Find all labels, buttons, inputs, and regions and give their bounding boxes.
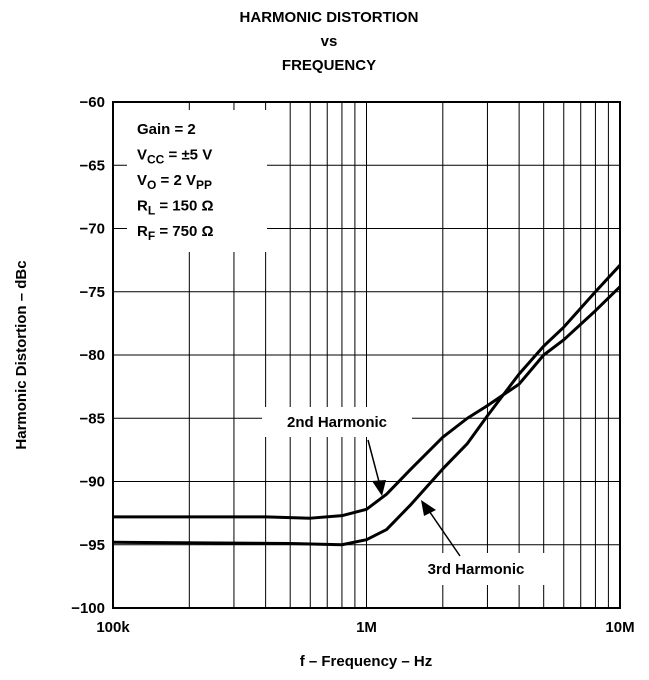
y-tick-label: −100 xyxy=(71,600,105,617)
condition-text: R xyxy=(137,223,148,240)
condition-text: = ±5 V xyxy=(164,147,212,164)
y-tick-label: −80 xyxy=(80,347,105,364)
series-line xyxy=(112,264,622,547)
arrow-head xyxy=(372,480,386,496)
y-tick-label: −95 xyxy=(80,537,105,554)
x-tick-label: 10M xyxy=(605,619,634,636)
series-label: 2nd Harmonic xyxy=(287,414,387,431)
chart-title: vs xyxy=(321,33,338,50)
x-tick-label: 1M xyxy=(356,619,377,636)
condition-text: Gain = 2 xyxy=(137,121,196,138)
y-tick-label: −60 xyxy=(80,94,105,111)
condition: RF = 750 Ω xyxy=(137,223,214,243)
condition: RL = 150 Ω xyxy=(137,198,214,218)
series-label: 3rd Harmonic xyxy=(428,561,525,578)
condition-text: = 2 V xyxy=(156,172,196,189)
series-line xyxy=(113,285,622,520)
subscript: PP xyxy=(196,178,212,192)
y-axis-label: Harmonic Distortion – dBc xyxy=(13,260,30,449)
label-box xyxy=(262,407,412,437)
chart-title: FREQUENCY xyxy=(282,57,376,74)
condition: VO = 2 VPP xyxy=(137,172,212,192)
y-tick-label: −90 xyxy=(80,474,105,491)
condition-text: = 750 Ω xyxy=(155,223,213,240)
y-tick-label: −75 xyxy=(80,284,105,301)
condition-text: V xyxy=(137,147,147,164)
y-tick-label: −70 xyxy=(80,221,105,238)
subscript: O xyxy=(147,178,156,192)
subscript: F xyxy=(148,229,155,243)
label-box xyxy=(404,553,548,585)
arrow-head xyxy=(421,500,436,516)
condition-text: R xyxy=(137,198,148,215)
arrow xyxy=(424,504,461,557)
conditions-box xyxy=(127,110,267,252)
y-tick-label: −65 xyxy=(80,157,105,174)
chart-title: HARMONIC DISTORTION xyxy=(240,9,419,26)
x-axis-label: f – Frequency – Hz xyxy=(300,653,433,670)
condition-text: = 150 Ω xyxy=(155,198,213,215)
plot-frame xyxy=(112,101,621,609)
x-tick-label: 100k xyxy=(96,619,130,636)
condition: VCC = ±5 V xyxy=(137,147,212,167)
condition: Gain = 2 xyxy=(137,121,196,138)
condition-text: V xyxy=(137,172,147,189)
subscript: L xyxy=(148,204,155,218)
y-tick-label: −85 xyxy=(80,410,105,427)
subscript: CC xyxy=(147,153,165,167)
